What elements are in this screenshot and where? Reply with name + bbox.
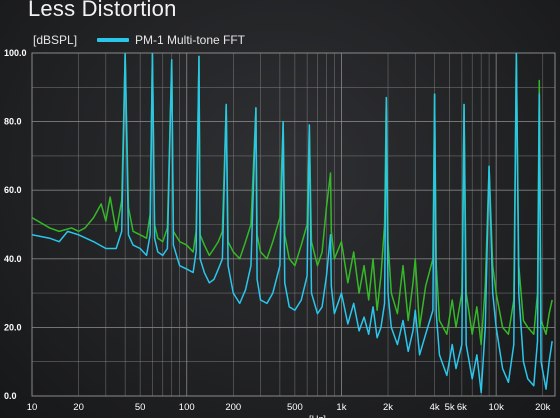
- x-tick-label: 200: [225, 402, 241, 413]
- x-tick-label: 6k: [457, 402, 467, 413]
- axes: 0.0 20.0 40.0 60.0 80.0 100.0 10 20 50 100 200 500 1…: [4, 48, 551, 418]
- y-tick-label: 40.0: [4, 254, 22, 264]
- x-tick-label: 500: [287, 402, 303, 413]
- x-tick-label: 100: [179, 402, 195, 413]
- y-tick-label: 20.0: [4, 322, 22, 332]
- x-tick-label: 2k: [383, 402, 393, 413]
- x-tick-label: 50: [135, 402, 146, 413]
- legend-swatch: [97, 38, 129, 42]
- page-title: Less Distortion: [28, 0, 177, 21]
- y-axis-label: [dBSPL]: [33, 33, 78, 47]
- x-tick-label: 4k: [430, 402, 440, 413]
- series-line-green: [32, 53, 553, 346]
- x-axis-label: [Hz]: [309, 414, 326, 418]
- series-group: [32, 53, 553, 394]
- y-tick-label: 80.0: [4, 117, 22, 127]
- x-tick-label: 20k: [535, 402, 551, 413]
- x-tick-label: 10: [27, 402, 38, 413]
- x-tick-label: 10k: [489, 402, 505, 413]
- x-tick-label: 1k: [336, 402, 346, 413]
- x-tick-label: 5k: [445, 402, 455, 413]
- grid: [31, 52, 555, 397]
- legend: PM-1 Multi-tone FFT: [97, 33, 245, 47]
- x-tick-label: 20: [73, 402, 84, 413]
- y-tick-label: 60.0: [4, 185, 22, 195]
- y-tick-label: 0.0: [4, 391, 17, 401]
- legend-label: PM-1 Multi-tone FFT: [135, 33, 246, 47]
- y-tick-label: 100.0: [4, 48, 27, 58]
- series-line-pm1: [32, 53, 553, 394]
